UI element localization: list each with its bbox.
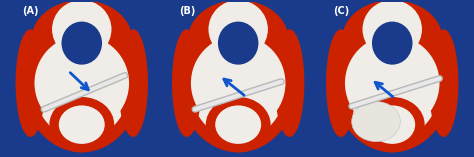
Ellipse shape — [206, 97, 271, 152]
Ellipse shape — [331, 5, 453, 152]
Ellipse shape — [188, 17, 288, 140]
Ellipse shape — [363, 0, 422, 59]
Ellipse shape — [428, 29, 458, 137]
Ellipse shape — [49, 97, 114, 152]
Ellipse shape — [360, 97, 425, 152]
Ellipse shape — [342, 17, 442, 140]
Ellipse shape — [191, 35, 285, 131]
Ellipse shape — [16, 29, 46, 137]
Ellipse shape — [369, 106, 415, 144]
Ellipse shape — [188, 0, 288, 77]
Text: (C): (C) — [333, 6, 349, 16]
Ellipse shape — [52, 0, 111, 59]
Ellipse shape — [215, 106, 261, 144]
Ellipse shape — [59, 106, 105, 144]
Ellipse shape — [35, 35, 129, 131]
Ellipse shape — [274, 29, 304, 137]
Ellipse shape — [32, 0, 132, 77]
Ellipse shape — [118, 29, 148, 137]
Text: (B): (B) — [179, 6, 195, 16]
Ellipse shape — [62, 22, 102, 65]
Ellipse shape — [21, 5, 143, 152]
Ellipse shape — [177, 5, 299, 152]
Ellipse shape — [218, 22, 258, 65]
Text: (A): (A) — [22, 6, 39, 16]
Ellipse shape — [326, 29, 356, 137]
Ellipse shape — [345, 35, 439, 131]
Ellipse shape — [342, 0, 442, 77]
Ellipse shape — [172, 29, 202, 137]
Ellipse shape — [32, 17, 132, 140]
Ellipse shape — [372, 22, 412, 65]
Ellipse shape — [352, 102, 401, 142]
Ellipse shape — [209, 0, 268, 59]
